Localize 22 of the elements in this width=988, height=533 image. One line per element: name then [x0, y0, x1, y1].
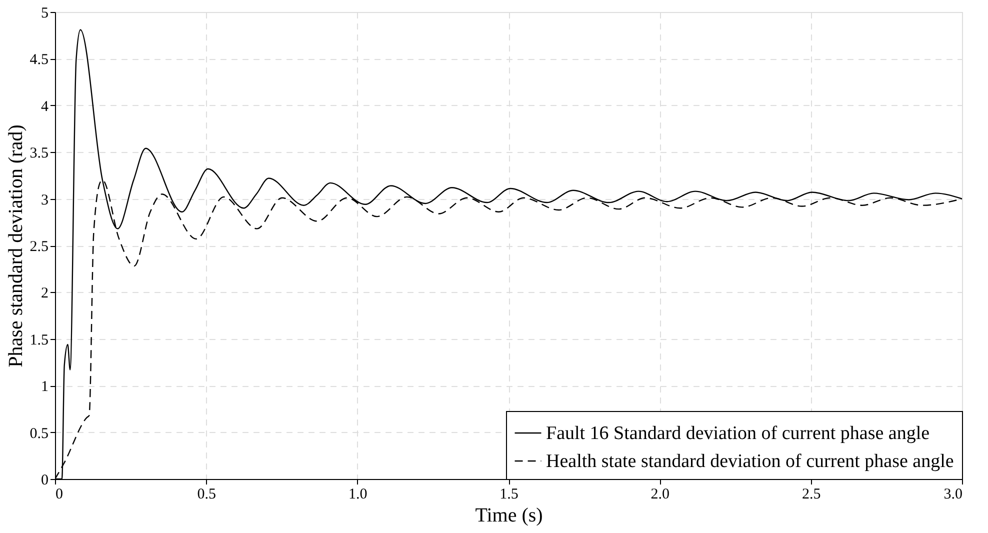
y-tick-label: 0.5	[30, 426, 48, 442]
y-tick-label: 0	[41, 472, 48, 488]
x-tick-label: 1.0	[348, 486, 368, 502]
x-tick-label: 2.5	[802, 486, 821, 502]
legend-label: Fault 16 Standard deviation of current phase angle	[546, 423, 930, 444]
x-axis-title: Time (s)	[475, 504, 543, 526]
x-tick-label: 3.0	[944, 486, 962, 502]
y-tick-label: 4.5	[30, 52, 48, 68]
x-tick-label: 0	[56, 486, 63, 502]
y-tick-label: 3.5	[30, 146, 48, 162]
y-tick-label: 5	[41, 6, 48, 22]
y-tick-label: 1.5	[30, 332, 48, 348]
x-tick-label: 0.5	[197, 486, 216, 502]
y-tick-label: 3	[41, 192, 48, 208]
x-tick-label: 1.5	[500, 486, 518, 502]
y-tick-label: 4	[41, 98, 49, 115]
y-tick-label: 2.5	[30, 239, 48, 255]
x-tick-label: 2.0	[650, 486, 670, 502]
legend-label: Health state standard deviation of current phase angle	[546, 451, 954, 472]
y-tick-label: 2	[41, 286, 48, 302]
y-axis-title: Phase standard deviation (rad)	[4, 124, 27, 368]
y-tick-label: 1	[41, 379, 48, 396]
